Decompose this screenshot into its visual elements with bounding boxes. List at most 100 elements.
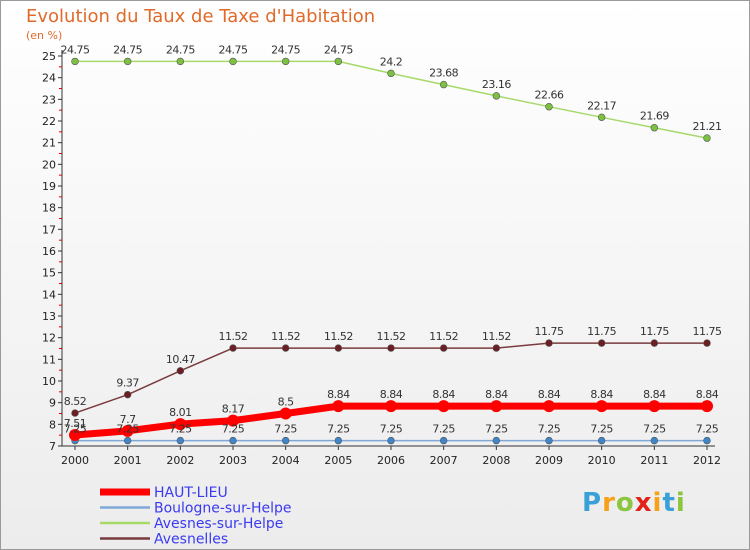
data-label: 8.84: [485, 388, 508, 401]
y-tick-label: 10: [42, 375, 56, 388]
data-point: [545, 102, 553, 111]
data-point: [703, 339, 711, 347]
data-label: 21.21: [693, 120, 722, 133]
x-tick-label: 2005: [324, 454, 352, 467]
data-point: [701, 400, 713, 413]
data-point: [703, 436, 711, 445]
data-label: 24.2: [380, 55, 403, 68]
data-point: [597, 339, 606, 347]
y-tick-label: 12: [42, 332, 56, 345]
data-label: 7.25: [222, 423, 245, 436]
data-point: [176, 57, 185, 66]
data-point: [229, 344, 237, 352]
data-label: 11.75: [640, 325, 669, 338]
data-point: [650, 124, 659, 132]
chart-subtitle: (en %): [26, 29, 63, 42]
chart-axes: 7 8 9 10 11 12 13 14 15 16 17 18 19 20 21 22 23 24 25 2000 2…: [42, 50, 721, 467]
data-label: 7.7: [120, 413, 136, 426]
data-label: 7.25: [696, 423, 719, 436]
data-point: [650, 436, 659, 445]
data-label: 8.01: [169, 406, 192, 419]
data-label: 8.84: [590, 388, 613, 401]
data-label: 8.84: [643, 388, 666, 401]
y-tick-label: 7: [49, 440, 56, 453]
y-tick-label: 21: [42, 137, 56, 150]
data-point: [385, 400, 397, 413]
data-point: [545, 339, 553, 347]
data-point: [334, 436, 343, 445]
data-label: 7.25: [380, 423, 403, 436]
data-label: 11.75: [587, 325, 616, 338]
data-label: 7.25: [538, 423, 561, 436]
data-point: [492, 344, 501, 352]
data-label: 7.51: [64, 417, 87, 430]
y-tick-label: 20: [42, 158, 56, 171]
data-point: [334, 57, 343, 66]
data-label: 11.52: [482, 330, 511, 343]
x-tick-label: 2012: [693, 454, 721, 467]
x-tick-label: 2000: [61, 454, 89, 467]
data-point: [439, 436, 448, 445]
data-point: [545, 436, 553, 445]
data-label: 8.84: [538, 388, 561, 401]
data-label: 8.84: [696, 388, 719, 401]
proxiti-logo: Proxiti: [582, 488, 686, 518]
data-point: [123, 57, 132, 66]
chart-title: Evolution du Taux de Taxe d'Habitation: [26, 6, 376, 27]
data-point: [332, 400, 345, 413]
data-point: [543, 400, 555, 413]
data-point: [176, 367, 185, 375]
data-point: [71, 57, 79, 66]
data-label: 11.75: [693, 325, 722, 338]
legend-label: HAUT-LIEU: [154, 485, 228, 501]
data-label: 9.37: [116, 377, 139, 390]
data-label: 7.25: [643, 423, 666, 436]
y-tick-label: 11: [42, 353, 56, 366]
y-tick-label: 9: [49, 397, 56, 410]
x-tick-label: 2009: [535, 454, 563, 467]
data-label: 24.75: [113, 43, 142, 56]
legend-label: Boulogne-sur-Helpe: [154, 501, 292, 517]
data-label: 8.5: [278, 396, 294, 409]
y-tick-label: 18: [42, 202, 56, 215]
data-label: 11.52: [377, 330, 406, 343]
data-point: [281, 57, 290, 66]
data-point: [121, 424, 134, 437]
data-label: 7.25: [590, 423, 613, 436]
data-label: 11.52: [429, 330, 458, 343]
data-point: [648, 400, 661, 413]
data-point: [650, 339, 659, 347]
x-tick-label: 2003: [219, 454, 247, 467]
data-label: 7.25: [116, 423, 139, 436]
data-point: [439, 80, 448, 89]
data-point: [492, 92, 501, 100]
data-point: [703, 134, 711, 142]
data-point: [387, 436, 395, 445]
y-tick-label: 19: [42, 180, 56, 193]
data-point: [490, 400, 503, 413]
data-label: 7.25: [327, 423, 350, 436]
data-label: 11.52: [324, 330, 353, 343]
data-label: 7.25: [64, 423, 87, 436]
x-tick-label: 2011: [640, 454, 668, 467]
data-point: [597, 436, 606, 445]
data-label: 8.84: [380, 388, 403, 401]
legend-label: Avesnes-sur-Helpe: [154, 516, 283, 532]
data-point: [439, 344, 448, 352]
data-point: [492, 436, 501, 445]
x-tick-label: 2008: [482, 454, 510, 467]
data-point: [229, 436, 237, 445]
data-point: [71, 409, 79, 417]
y-tick-label: 25: [42, 50, 56, 63]
y-tick-label: 13: [42, 310, 56, 323]
data-label: 10.47: [166, 353, 195, 366]
y-tick-label: 22: [42, 115, 56, 128]
y-tick-label: 16: [42, 245, 56, 258]
data-point: [334, 344, 343, 352]
data-point: [123, 436, 132, 445]
data-label: 24.75: [61, 43, 90, 56]
x-tick-label: 2002: [166, 454, 194, 467]
data-label: 7.25: [274, 423, 297, 436]
